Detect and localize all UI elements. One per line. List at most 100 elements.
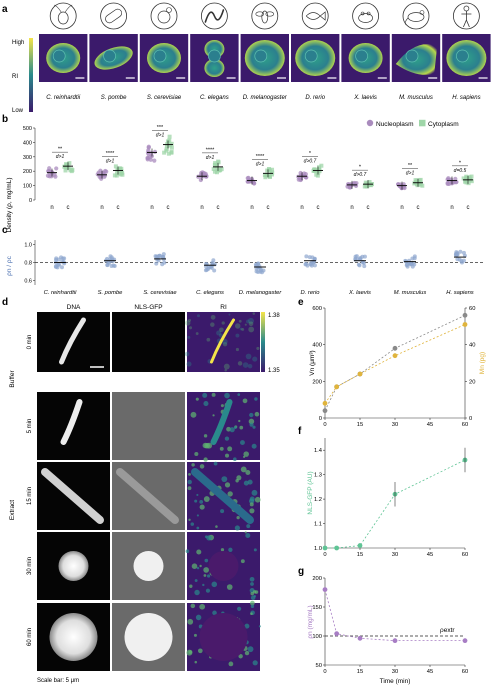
y-tick-label: 50 (316, 663, 322, 669)
y-tick-label: 400 (23, 140, 32, 146)
panel-c-letter: c (2, 225, 8, 236)
effect-size: d>1 (406, 171, 415, 177)
y-tick-label: 200 (312, 576, 322, 582)
ri-speckle (244, 650, 250, 656)
ri-speckle (206, 574, 211, 578)
ri-speckle (195, 332, 199, 335)
cytoplasm-point (469, 179, 474, 184)
x-tick-label: 45 (427, 552, 433, 558)
cytoplasm-point (115, 171, 120, 176)
ri-speckle (243, 480, 249, 486)
ratio-ylabel: ρn / ρc (6, 255, 13, 275)
ri-speckle (227, 446, 233, 452)
ratio-point (212, 268, 217, 273)
ri-speckle (241, 327, 245, 331)
ratio-chart: 1.0 0.8 0.6 C. reinhardtii S. pombe S. cerevi… (24, 240, 485, 296)
ri-speckle (233, 457, 237, 462)
ratio-point (261, 268, 266, 273)
fish-icon-glyph (305, 11, 326, 21)
ri-speckle (237, 606, 242, 611)
cytoplasm-point (467, 175, 472, 180)
organism-label-c: H. sapiens (446, 290, 473, 296)
ri-speckle (199, 499, 204, 504)
x-tick-label: 30 (392, 422, 398, 428)
x-tick-label: 15 (357, 552, 363, 558)
cytoplasm-point (215, 170, 220, 175)
nucleoplasm-point (201, 170, 207, 176)
volume-line (324, 314, 466, 411)
chlamydomonas-icon-glyph (54, 4, 73, 25)
microscopy-grid: DNA NLS-GFP RI 0 min 5 min 15 min 30 min 60 min (27, 304, 261, 671)
ri-speckle (250, 595, 256, 600)
cytoplasm-point (112, 173, 117, 178)
ri-speckle (211, 392, 216, 397)
ri-speckle (204, 535, 208, 539)
ri-speckle (193, 633, 197, 637)
ri-speckle (187, 335, 191, 339)
ri-speckle (206, 337, 211, 342)
ri-speckle (249, 412, 254, 418)
y-tick-label: 1.1 (314, 522, 322, 528)
mouse-icon-glyph (405, 10, 425, 26)
ri-speckle (190, 411, 197, 418)
panel-b-letter: b (2, 114, 8, 125)
ri-speckle (196, 514, 199, 517)
cytoplasm-point (463, 178, 468, 183)
ri-speckle (199, 603, 206, 610)
ri-speckle (235, 479, 239, 483)
ri-speckle (220, 548, 225, 552)
ri-speckle (250, 582, 254, 586)
panel-f-letter: f (298, 426, 302, 437)
effect-size: d>0.7 (304, 158, 317, 164)
mouse-icon (402, 2, 430, 30)
nucleoplasm-density-chart: 0 15 30 45 60 200 150 100 50 ρextr ρn (mg/mL) Time … (307, 576, 468, 685)
cytoplasm-point (312, 167, 317, 172)
y-tick-right-label: 60 (469, 306, 475, 312)
x-tick-label: 45 (427, 422, 433, 428)
ri-speckle (204, 558, 209, 563)
ri-speckle (250, 612, 253, 615)
cytoplasm-point (266, 167, 271, 172)
ri-speckle (205, 588, 211, 593)
effect-size: d>1 (106, 158, 115, 164)
organism-label-a: D. melanogaster (243, 95, 288, 101)
n-label: n (200, 205, 203, 211)
nucleus (103, 49, 116, 63)
ri-speckle (194, 579, 198, 582)
effect-size: d>1 (56, 154, 65, 160)
organism-label-a: C. elegans (200, 95, 229, 101)
ri-speckle (250, 600, 255, 606)
round-nucleus (124, 613, 173, 661)
density-point (334, 631, 340, 637)
cytoplasm-point (420, 183, 425, 188)
ri-speckle (254, 411, 260, 417)
significance-stars: **** (206, 147, 215, 153)
ri-speckle (202, 392, 208, 398)
density-point (462, 638, 468, 644)
eye-r (366, 11, 371, 16)
ri-speckle (187, 618, 194, 625)
significance-stars: * (309, 151, 312, 157)
y-tick-label: 400 (312, 343, 322, 349)
ri-speckle (240, 440, 245, 445)
cytoplasm-point (211, 167, 216, 172)
ratio-point (405, 264, 410, 269)
ratio-point (54, 264, 59, 269)
y-tick-label: 1.0 (24, 243, 32, 249)
significance-stars: **** (256, 154, 265, 160)
ri-speckle (244, 623, 250, 629)
cytoplasm-point (215, 163, 220, 168)
ri-speckle (254, 496, 261, 503)
cytoplasm-point (270, 167, 275, 172)
chlamydomonas-icon (49, 2, 77, 30)
column-header: DNA (67, 304, 81, 311)
ri-speckle (236, 516, 240, 520)
ri-colorbar (29, 38, 33, 112)
ri-speckle (210, 314, 216, 320)
cytoplasm-point (417, 178, 422, 183)
ri-d-colorbar (261, 312, 265, 372)
elongated-nucleus (41, 468, 104, 524)
significance-stars: * (359, 165, 362, 171)
mass-point (392, 353, 398, 359)
ratio-point (410, 264, 415, 269)
